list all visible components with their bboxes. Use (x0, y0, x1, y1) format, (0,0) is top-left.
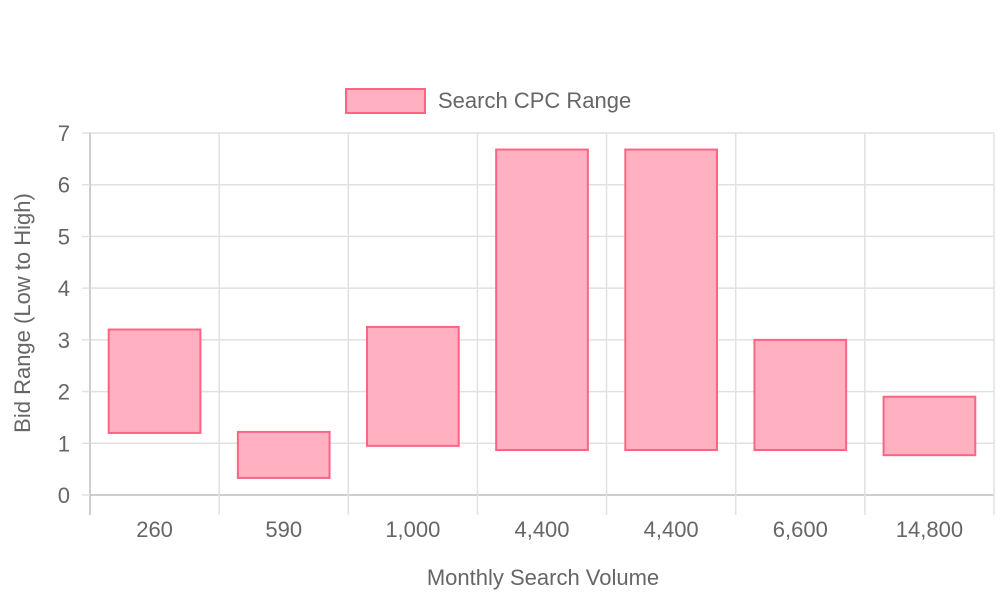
y-tick-label: 0 (58, 483, 70, 508)
y-tick-label: 5 (58, 224, 70, 249)
x-tick-label: 260 (136, 517, 173, 542)
range-bar[interactable] (753, 338, 848, 452)
range-bar[interactable] (366, 325, 460, 447)
y-tick-label: 3 (58, 328, 70, 353)
legend-swatch[interactable] (345, 88, 426, 114)
x-axis-title: Monthly Search Volume (427, 565, 659, 590)
range-bar[interactable] (107, 328, 202, 434)
x-tick-label: 4,400 (514, 517, 569, 542)
legend[interactable]: Search CPC Range (345, 88, 631, 114)
x-tick-label: 14,800 (896, 517, 963, 542)
x-tick-label: 4,400 (644, 517, 699, 542)
legend-label[interactable]: Search CPC Range (438, 88, 631, 113)
y-tick-label: 6 (58, 173, 70, 198)
x-tick-label: 6,600 (773, 517, 828, 542)
y-axis-title: Bid Range (Low to High) (10, 193, 35, 433)
range-bar[interactable] (624, 148, 718, 452)
y-tick-label: 1 (58, 431, 70, 456)
axis-layer: 0 1 2 3 4 5 6 7 260 590 1,000 4,400 4,400 6,600 14,800 (58, 121, 963, 542)
range-bar[interactable] (236, 430, 331, 479)
range-bar[interactable] (882, 395, 977, 457)
x-tick-label: 590 (265, 517, 302, 542)
x-tick-label: 1,000 (385, 517, 440, 542)
range-bar[interactable] (495, 148, 589, 452)
y-tick-label: 2 (58, 380, 70, 405)
y-tick-label: 4 (58, 276, 70, 301)
bar-layer (107, 148, 977, 479)
y-tick-label: 7 (58, 121, 70, 146)
